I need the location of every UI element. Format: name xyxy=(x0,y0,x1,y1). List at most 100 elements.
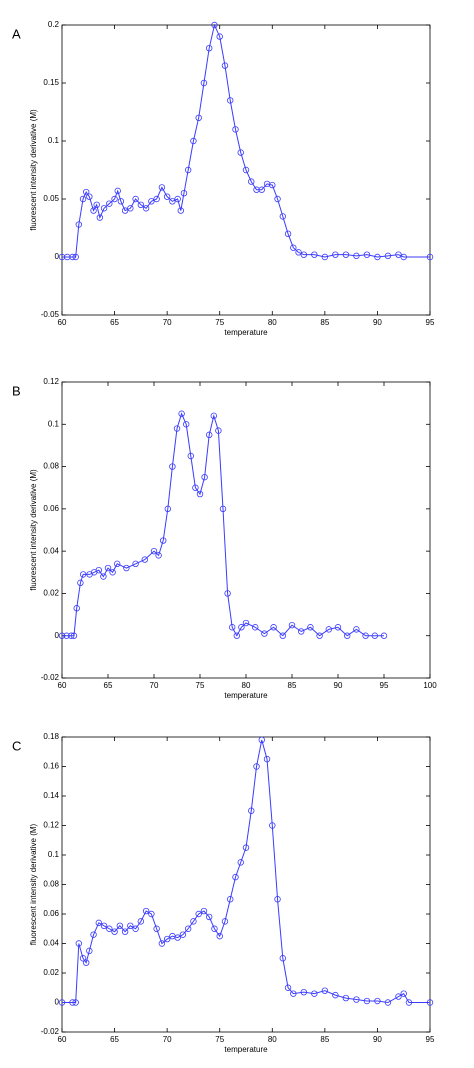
y-tick-label: 0.1 xyxy=(48,419,60,428)
data-point xyxy=(178,410,185,417)
data-point xyxy=(177,207,185,214)
data-point xyxy=(79,955,87,962)
x-tick-label: 100 xyxy=(423,681,437,690)
x-tick-label: 60 xyxy=(58,681,67,690)
y-tick-label: -0.05 xyxy=(41,310,60,319)
data-point xyxy=(93,201,100,208)
data-point xyxy=(163,193,171,200)
data-point xyxy=(190,137,197,145)
data-point xyxy=(79,571,87,578)
x-tick-label: 80 xyxy=(242,681,251,690)
data-point xyxy=(215,427,222,434)
x-tick-label: 60 xyxy=(58,1035,67,1044)
data-point xyxy=(371,632,378,639)
data-point xyxy=(353,996,360,1003)
panel-label: A xyxy=(12,26,21,41)
y-tick-label: 0.06 xyxy=(43,504,59,513)
data-point xyxy=(232,873,239,881)
data-point xyxy=(158,184,166,191)
data-point xyxy=(121,928,129,935)
data-point xyxy=(362,632,369,639)
data-point xyxy=(219,505,227,513)
data-point xyxy=(395,993,402,1000)
x-axis-label: temperature xyxy=(224,328,268,337)
data-point xyxy=(279,955,286,962)
data-point xyxy=(77,579,84,587)
data-point xyxy=(142,205,150,212)
x-tick-label: 70 xyxy=(150,681,159,690)
data-point xyxy=(200,907,208,915)
data-point xyxy=(132,925,139,932)
data-point xyxy=(395,251,402,258)
data-point xyxy=(153,195,160,203)
data-point xyxy=(258,186,265,193)
data-point xyxy=(251,624,259,631)
data-point xyxy=(150,547,158,555)
data-point xyxy=(248,807,255,814)
x-tick-label: 90 xyxy=(334,681,343,690)
data-point xyxy=(426,253,434,261)
data-point xyxy=(363,251,371,258)
data-point xyxy=(263,755,271,763)
data-line xyxy=(62,23,430,258)
data-point xyxy=(211,925,218,932)
data-point xyxy=(311,990,318,997)
data-point xyxy=(274,896,281,903)
data-point xyxy=(58,632,66,639)
data-point xyxy=(284,230,292,237)
data-point xyxy=(269,822,276,829)
data-point xyxy=(90,931,97,938)
data-point xyxy=(205,45,213,52)
y-axis-label: fluorescent intensity derivative (M) xyxy=(29,109,38,231)
data-point xyxy=(216,932,223,940)
data-point xyxy=(82,959,90,966)
data-line xyxy=(62,412,384,637)
data-point xyxy=(106,200,113,207)
data-point xyxy=(137,201,145,208)
data-point xyxy=(316,632,323,639)
x-tick-label: 90 xyxy=(373,318,382,327)
data-point xyxy=(173,425,181,432)
data-point xyxy=(142,907,150,915)
data-point xyxy=(248,178,255,185)
data-point xyxy=(116,922,124,929)
y-tick-label: 0.15 xyxy=(43,78,59,87)
x-tick-label: 65 xyxy=(110,318,119,327)
data-point xyxy=(298,628,305,635)
data-point xyxy=(123,564,130,572)
y-tick-label: 0.08 xyxy=(43,880,59,889)
x-tick-label: 75 xyxy=(215,1035,224,1044)
data-point xyxy=(153,925,160,932)
y-tick-label: 0 xyxy=(55,998,60,1007)
panel-label: C xyxy=(12,738,21,753)
data-point xyxy=(180,189,188,197)
data-point xyxy=(321,987,329,994)
data-point xyxy=(184,166,192,174)
y-tick-label: 0.05 xyxy=(43,194,59,203)
data-point xyxy=(237,859,244,866)
data-point xyxy=(400,990,407,997)
y-tick-label: 0.04 xyxy=(43,939,59,948)
y-axis-label: fluorescent intensity derivative (M) xyxy=(29,469,38,591)
x-tick-label: 85 xyxy=(288,681,297,690)
x-tick-label: 85 xyxy=(320,1035,329,1044)
x-tick-label: 80 xyxy=(268,1035,277,1044)
y-tick-label: 0.14 xyxy=(43,791,59,800)
data-point xyxy=(113,560,121,568)
data-point xyxy=(300,988,308,996)
data-point xyxy=(405,999,413,1006)
data-point xyxy=(72,253,79,261)
data-point xyxy=(227,97,234,104)
data-point xyxy=(334,624,342,631)
data-point xyxy=(169,198,176,205)
data-point xyxy=(238,624,245,631)
y-tick-label: 0.2 xyxy=(48,20,60,29)
data-point xyxy=(200,79,208,87)
x-axis-label: temperature xyxy=(224,691,268,700)
data-point xyxy=(58,999,66,1006)
y-tick-label: 0.12 xyxy=(43,377,59,386)
data-point xyxy=(106,925,113,932)
data-point xyxy=(100,205,108,212)
data-point xyxy=(311,251,318,258)
data-point xyxy=(332,991,339,999)
